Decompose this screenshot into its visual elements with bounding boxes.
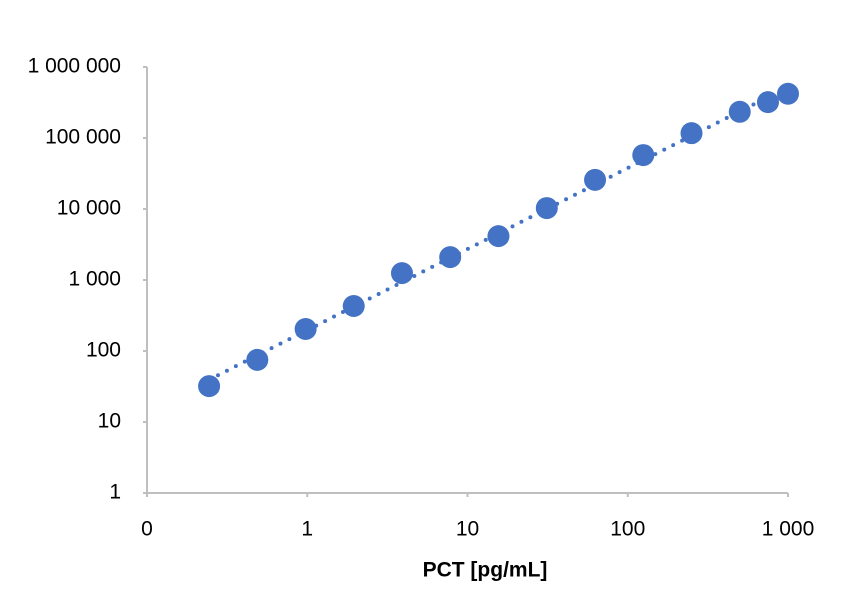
y-tick-label: 100 bbox=[86, 339, 121, 362]
data-point bbox=[680, 122, 703, 145]
data-point bbox=[584, 168, 607, 191]
data-point bbox=[777, 82, 799, 105]
data-point bbox=[198, 375, 221, 398]
data-point bbox=[632, 144, 655, 167]
x-tick-label: 1 000 bbox=[762, 518, 815, 541]
x-tick-label: 100 bbox=[610, 518, 645, 541]
data-point bbox=[294, 318, 317, 341]
data-point bbox=[535, 197, 558, 220]
y-tick-label: 10 bbox=[98, 410, 121, 433]
data-point bbox=[728, 100, 751, 123]
data-point bbox=[487, 225, 510, 248]
data-point bbox=[342, 295, 365, 318]
y-tick-label: 100 000 bbox=[45, 126, 121, 149]
x-axis-title: PCT [pg/mL] bbox=[423, 559, 548, 582]
y-tick-label: 1 000 000 bbox=[28, 55, 121, 78]
y-tick-label: 1 000 bbox=[68, 268, 121, 291]
data-point bbox=[439, 246, 462, 269]
y-tick-label: 1 bbox=[109, 481, 121, 504]
x-tick-label: 0 bbox=[141, 518, 153, 541]
x-tick-label: 1 bbox=[301, 518, 313, 541]
data-point bbox=[756, 91, 779, 114]
data-point bbox=[390, 262, 413, 285]
data-point bbox=[246, 348, 269, 371]
x-tick-label: 10 bbox=[456, 518, 479, 541]
y-tick-label: 10 000 bbox=[57, 197, 121, 220]
